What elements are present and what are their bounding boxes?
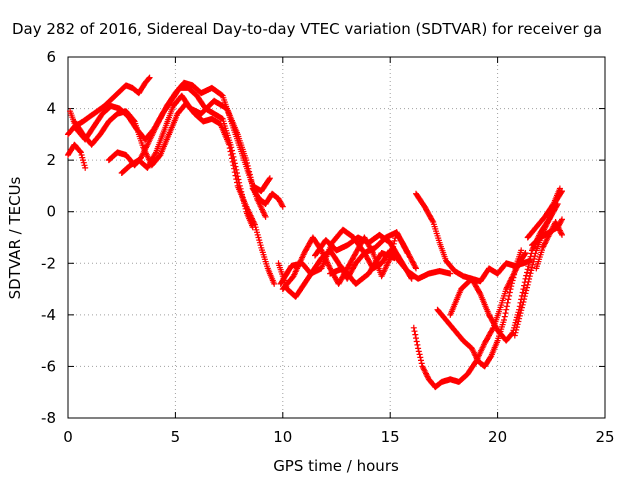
- y-tick-label: -4: [41, 306, 56, 324]
- trace-markers: [524, 185, 563, 241]
- trace-markers: [529, 216, 565, 249]
- y-tick-label: 0: [46, 203, 56, 221]
- series-trace: [327, 250, 398, 287]
- trace-markers: [277, 226, 411, 287]
- x-tick-label: 10: [273, 428, 292, 446]
- x-tick-label: 25: [595, 428, 614, 446]
- trace-markers: [118, 92, 273, 195]
- y-axis-label: SDTVAR / TECUs: [6, 176, 24, 299]
- series-trace: [118, 92, 273, 195]
- y-tick-label: -6: [41, 357, 56, 375]
- data-points: [65, 74, 565, 391]
- trace-markers: [65, 141, 89, 171]
- trace-markers: [312, 231, 415, 282]
- x-tick-label: 5: [171, 428, 181, 446]
- series-trace: [434, 247, 525, 370]
- x-axis-label: GPS time / hours: [273, 457, 399, 475]
- plot-frame: [67, 56, 606, 419]
- series-trace: [277, 226, 411, 287]
- series-trace: [524, 185, 563, 241]
- trace-markers: [327, 250, 398, 287]
- trace-markers: [434, 247, 525, 370]
- series-trace: [312, 231, 415, 282]
- x-tick-label: 15: [381, 428, 400, 446]
- series-trace: [65, 141, 89, 171]
- x-tick-label: 20: [488, 428, 507, 446]
- x-tick-label: 0: [63, 428, 73, 446]
- y-tick-label: 6: [46, 48, 56, 66]
- plot-border: [67, 56, 606, 419]
- chart-title: Day 282 of 2016, Sidereal Day-to-day VTE…: [12, 20, 602, 38]
- y-tick-label: -2: [41, 254, 56, 272]
- series-trace: [249, 185, 286, 210]
- y-tick-label: -8: [41, 409, 56, 427]
- axis-ticks: 0 5 10 15 20 25 -8 -6 -4 -2 0 2 4 6: [41, 48, 615, 446]
- trace-markers: [249, 185, 286, 210]
- series-trace: [529, 216, 565, 249]
- y-tick-label: 2: [46, 151, 56, 169]
- y-tick-label: 4: [46, 100, 56, 118]
